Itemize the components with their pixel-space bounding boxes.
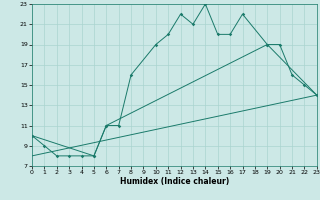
X-axis label: Humidex (Indice chaleur): Humidex (Indice chaleur) xyxy=(120,177,229,186)
